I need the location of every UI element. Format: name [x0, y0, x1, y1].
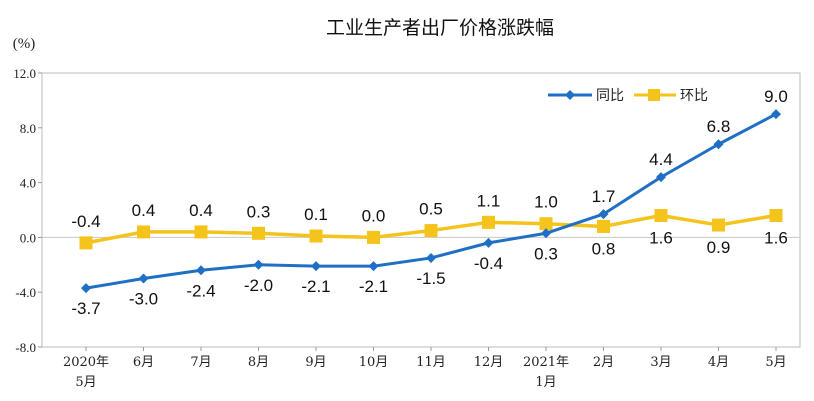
- data-point-mom: [482, 215, 495, 229]
- data-label-yoy: 4.4: [649, 150, 673, 169]
- y-tick-label: 4.0: [20, 176, 36, 191]
- data-point-yoy: [771, 109, 781, 120]
- data-point-yoy: [541, 228, 551, 239]
- x-tick-label: 8月: [248, 355, 269, 370]
- legend-marker-yoy: [565, 90, 575, 100]
- data-point-yoy: [656, 172, 666, 183]
- data-point-yoy: [81, 283, 91, 294]
- data-label-mom: 1.1: [477, 191, 501, 210]
- data-point-yoy: [311, 261, 321, 272]
- data-label-yoy: -2.1: [359, 277, 388, 296]
- legend: 同比 环比: [548, 88, 708, 104]
- x-tick-label: 7月: [190, 355, 211, 370]
- data-point-mom: [79, 236, 93, 250]
- data-label-mom: 1.6: [764, 228, 788, 247]
- y-axis-unit: (%): [13, 36, 36, 52]
- data-label-yoy: -3.7: [71, 299, 100, 318]
- data-label-mom: 0.4: [132, 201, 156, 220]
- x-tick-label: 6月: [133, 355, 154, 370]
- x-tick-label: 2月: [593, 355, 614, 370]
- data-label-yoy: -2.1: [301, 277, 330, 296]
- data-label-yoy: -1.5: [416, 269, 445, 288]
- data-point-mom: [137, 225, 150, 239]
- y-tick-label: 8.0: [20, 121, 36, 136]
- legend-label-yoy: 同比: [596, 88, 624, 104]
- x-tick-label: 5月: [75, 375, 96, 390]
- data-label-mom: 0.4: [189, 201, 213, 220]
- x-tick-label: 5月: [765, 355, 786, 370]
- data-point-mom: [539, 217, 553, 231]
- data-label-mom: 0.8: [592, 239, 616, 258]
- data-point-mom: [654, 208, 668, 222]
- data-label-yoy: -0.4: [474, 254, 503, 273]
- y-tick-label: 0.0: [20, 230, 36, 245]
- data-label-mom: 1.0: [534, 193, 558, 212]
- data-point-mom: [597, 219, 610, 233]
- data-labels: -3.7 -3.0 -2.4 -2.0 -2.1 -2.1 -1.5 -0.4 0.3 1.7 4.…: [71, 87, 787, 318]
- data-point-yoy: [426, 252, 436, 263]
- data-point-yoy: [368, 261, 379, 272]
- data-label-mom: 0.0: [362, 206, 386, 225]
- x-tick-label: 2021年: [523, 355, 569, 370]
- x-tick-label: 4月: [708, 355, 729, 370]
- data-point-mom: [309, 229, 323, 243]
- y-tick-label: -4.0: [15, 285, 36, 300]
- data-label-yoy: 9.0: [764, 87, 788, 106]
- legend-label-mom: 环比: [680, 88, 708, 104]
- data-point-mom: [252, 226, 265, 240]
- data-label-mom: 0.9: [707, 238, 731, 257]
- data-label-mom: 0.5: [419, 200, 443, 219]
- data-label-yoy: -3.0: [129, 290, 158, 309]
- data-point-yoy: [138, 273, 149, 284]
- data-point-mom: [367, 230, 380, 244]
- x-tick-label: 10月: [359, 355, 389, 370]
- data-label-yoy: 6.8: [707, 117, 731, 136]
- plot-frame: [41, 72, 801, 348]
- x-tick-label: 9月: [305, 355, 326, 370]
- x-tick-label: 3月: [650, 355, 671, 370]
- data-point-mom: [194, 225, 208, 239]
- data-point-mom: [712, 218, 725, 232]
- axes: 12.0 8.0 4.0 0.0 -4.0 -8.0 2020年 5月 6月 7月 8月 9月 10月 1…: [13, 66, 801, 390]
- data-label-yoy: 0.3: [534, 244, 558, 263]
- x-tick-label: 12月: [474, 355, 504, 370]
- x-tick-label: 1月: [535, 375, 556, 390]
- data-label-mom: 1.6: [649, 228, 673, 247]
- data-point-yoy: [713, 139, 724, 150]
- data-label-mom: 0.1: [304, 205, 328, 224]
- x-tick-label: 2020年: [63, 355, 109, 370]
- data-label-mom: 0.3: [247, 202, 271, 221]
- data-point-mom: [769, 208, 783, 222]
- data-point-yoy: [196, 265, 206, 276]
- y-tick-label: 12.0: [13, 66, 36, 81]
- data-label-yoy: -2.4: [186, 281, 215, 300]
- data-label-yoy: 1.7: [592, 187, 616, 206]
- x-tick-label: 11月: [416, 355, 446, 370]
- data-point-yoy: [483, 237, 494, 248]
- data-point-yoy: [253, 259, 264, 270]
- data-point-yoy: [598, 209, 609, 220]
- data-point-mom: [424, 224, 438, 238]
- data-label-yoy: -2.0: [244, 276, 273, 295]
- data-label-mom: -0.4: [71, 212, 100, 231]
- legend-marker-mom: [648, 89, 660, 101]
- chart-title: 工业生产者出厂价格涨跌幅: [326, 17, 554, 39]
- series-layer: [79, 109, 783, 294]
- y-tick-label: -8.0: [15, 340, 36, 355]
